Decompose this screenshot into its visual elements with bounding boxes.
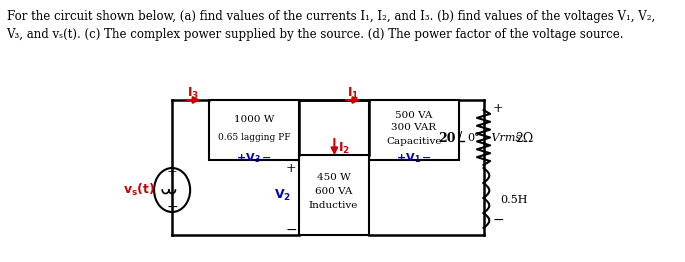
Text: $\mathbf{I_3}$: $\mathbf{I_3}$ <box>188 85 199 101</box>
Bar <box>369 100 459 160</box>
Text: 20: 20 <box>438 132 456 145</box>
Text: −: − <box>493 213 504 227</box>
Text: $\bf{+ V_3 -}$: $\bf{+ V_3 -}$ <box>236 151 272 165</box>
Text: Inductive: Inductive <box>309 201 358 210</box>
Text: $\mathbf{I_1}$: $\mathbf{I_1}$ <box>347 85 360 101</box>
Text: 2Ω: 2Ω <box>515 132 534 145</box>
Text: 1000 W: 1000 W <box>234 116 274 124</box>
Text: 450 W: 450 W <box>316 173 351 183</box>
Text: Vrms: Vrms <box>488 133 521 143</box>
Text: 500 VA: 500 VA <box>395 111 433 119</box>
Text: 600 VA: 600 VA <box>315 188 352 196</box>
Text: 0.5H: 0.5H <box>500 195 527 205</box>
Text: /: / <box>458 132 462 145</box>
Text: −: − <box>166 200 178 214</box>
Text: For the circuit shown below, (a) find values of the currents I₁, I₂, and I₃. (b): For the circuit shown below, (a) find va… <box>7 10 655 41</box>
Text: 0°: 0° <box>467 133 479 143</box>
Text: Capacitive: Capacitive <box>386 137 442 145</box>
Text: +: + <box>493 101 503 114</box>
Text: 0.65 lagging PF: 0.65 lagging PF <box>218 133 290 141</box>
Text: $\bf{+ V_1 -}$: $\bf{+ V_1 -}$ <box>396 151 432 165</box>
Text: −: − <box>285 223 297 237</box>
Text: 300 VAR: 300 VAR <box>391 123 436 133</box>
Text: $\bf{V_2}$: $\bf{V_2}$ <box>274 187 291 203</box>
Text: +: + <box>167 166 177 178</box>
Text: $\mathbf{v_s(t)}$: $\mathbf{v_s(t)}$ <box>123 182 155 198</box>
Text: +: + <box>286 161 297 174</box>
Bar <box>299 155 369 235</box>
Bar <box>209 100 299 160</box>
Text: $\mathbf{I_2}$: $\mathbf{I_2}$ <box>338 140 350 156</box>
